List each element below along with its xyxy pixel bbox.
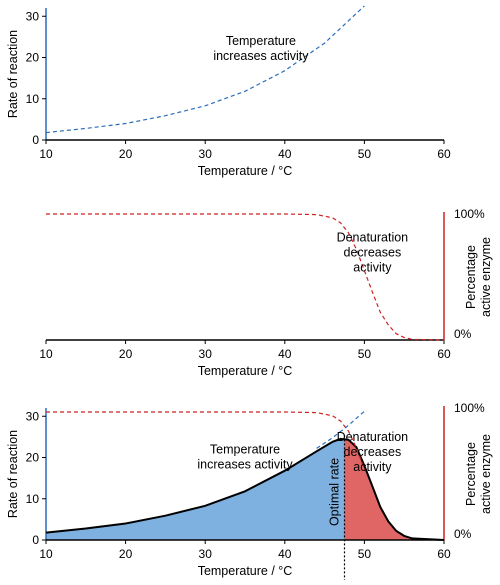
x-tick-label: 50 bbox=[358, 147, 372, 161]
x-tick-label: 10 bbox=[39, 347, 53, 361]
y-tick-label: 0 bbox=[32, 533, 39, 547]
annotation-text: Denaturation bbox=[337, 231, 409, 245]
x-tick-label: 60 bbox=[437, 547, 451, 561]
x-tick-label: 40 bbox=[278, 147, 292, 161]
y2-tick-label: 100% bbox=[454, 401, 485, 415]
y2-axis-title-line: Percentage bbox=[464, 442, 478, 506]
area-denatured-rate bbox=[344, 439, 444, 540]
x-tick-label: 40 bbox=[278, 547, 292, 561]
x-tick-label: 20 bbox=[119, 147, 133, 161]
optimum-label: Optimal rate bbox=[328, 458, 342, 526]
x-tick-label: 30 bbox=[199, 347, 213, 361]
y-tick-label: 20 bbox=[26, 451, 40, 465]
y-tick-label: 10 bbox=[26, 492, 40, 506]
x-tick-label: 10 bbox=[39, 147, 53, 161]
annotation-text: activity bbox=[353, 261, 392, 275]
y-tick-label: 10 bbox=[26, 92, 40, 106]
x-tick-label: 60 bbox=[437, 147, 451, 161]
x-axis-title: Temperature / °C bbox=[198, 164, 293, 178]
series-line-rate bbox=[316, 410, 365, 449]
y2-axis-title: Percentageactive enzyme bbox=[464, 237, 493, 317]
x-tick-label: 30 bbox=[199, 547, 213, 561]
y-axis-title: Rate of reaction bbox=[6, 30, 20, 118]
series-line-active-enzyme bbox=[46, 213, 445, 341]
x-tick-label: 10 bbox=[39, 547, 53, 561]
y-axis-title: Rate of reaction bbox=[6, 430, 20, 518]
y-tick-label: 30 bbox=[26, 9, 40, 23]
y2-axis-title-line: active enzyme bbox=[479, 237, 493, 317]
series-line-rate bbox=[45, 5, 365, 134]
y-tick-label: 30 bbox=[26, 409, 40, 423]
x-tick-label: 30 bbox=[199, 147, 213, 161]
annotation-text: Temperature bbox=[210, 442, 280, 456]
x-tick-label: 50 bbox=[358, 347, 372, 361]
annotation-text: activity bbox=[353, 460, 392, 474]
annotation-text: decreases bbox=[344, 445, 402, 459]
annotation-text: Denaturation bbox=[337, 430, 409, 444]
annotation-text: Temperature bbox=[226, 34, 296, 48]
annotation-text: decreases bbox=[344, 246, 402, 260]
chart-active-enzyme-vs-temperature: 10 20 30 40 50 60 Temperature / °C 100% 0% Percen… bbox=[39, 207, 493, 378]
y2-tick-label: 0% bbox=[454, 327, 472, 341]
y2-axis-title: Percentageactive enzyme bbox=[464, 434, 493, 514]
y2-tick-label: 0% bbox=[454, 527, 472, 541]
y2-tick-label: 100% bbox=[454, 207, 485, 221]
x-axis-title: Temperature / °C bbox=[198, 364, 293, 378]
annotation-text: increases activity bbox=[197, 457, 293, 471]
x-tick-label: 20 bbox=[119, 347, 133, 361]
y2-axis-title-line: active enzyme bbox=[479, 434, 493, 514]
x-axis-title: Temperature / °C bbox=[198, 564, 293, 578]
area-rising-rate bbox=[46, 438, 345, 540]
series-line-active-enzyme bbox=[46, 411, 365, 470]
y-tick-label: 0 bbox=[32, 133, 39, 147]
x-tick-label: 40 bbox=[278, 347, 292, 361]
x-tick-label: 60 bbox=[437, 347, 451, 361]
y2-axis-title-line: Percentage bbox=[464, 245, 478, 309]
x-tick-label: 50 bbox=[358, 547, 372, 561]
annotation-text: increases activity bbox=[213, 49, 309, 63]
y-tick-label: 20 bbox=[26, 51, 40, 65]
x-tick-label: 20 bbox=[119, 547, 133, 561]
